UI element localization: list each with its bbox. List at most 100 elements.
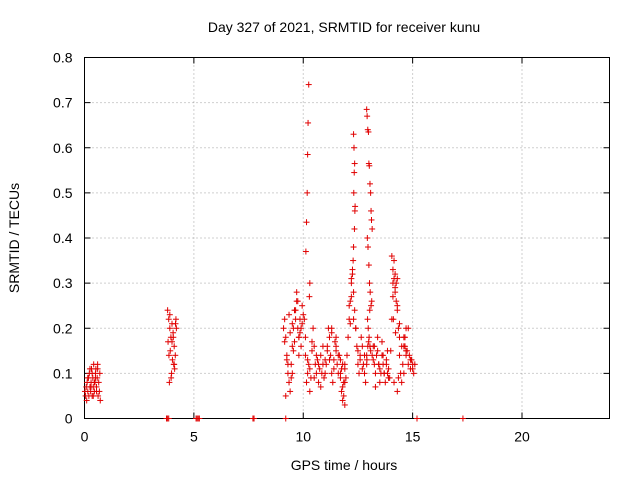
data-point	[168, 374, 175, 381]
data-point	[365, 244, 371, 251]
data-point	[459, 415, 466, 422]
data-point	[165, 316, 172, 323]
data-point	[333, 334, 340, 341]
y-tick-label: 0.4	[53, 230, 73, 246]
data-point	[300, 311, 307, 318]
data-point	[323, 361, 330, 368]
x-tick-label: 10	[295, 429, 311, 445]
data-point	[84, 374, 91, 381]
data-point	[86, 365, 93, 372]
data-point	[306, 388, 313, 395]
data-point	[374, 334, 381, 341]
data-point	[291, 338, 298, 345]
data-point	[288, 374, 295, 381]
data-point	[92, 374, 99, 381]
data-point	[350, 289, 357, 296]
data-point	[379, 338, 385, 345]
data-point	[90, 392, 97, 399]
data-point	[91, 379, 98, 386]
data-point	[282, 392, 289, 399]
y-tick-label: 0.3	[53, 275, 73, 291]
data-point	[351, 160, 358, 167]
data-point	[409, 365, 416, 372]
data-point	[330, 365, 337, 372]
data-point	[302, 352, 309, 359]
data-point	[390, 316, 397, 323]
data-point	[287, 329, 294, 336]
data-point	[305, 361, 312, 368]
data-point	[313, 370, 320, 377]
data-point	[251, 415, 258, 422]
data-point	[367, 289, 374, 296]
data-point	[166, 311, 173, 318]
data-point	[166, 379, 173, 386]
data-point	[310, 325, 317, 332]
data-point	[172, 320, 179, 327]
data-point	[328, 325, 335, 332]
data-point	[368, 302, 375, 309]
data-point	[321, 374, 328, 381]
data-point	[414, 415, 420, 422]
data-point	[356, 370, 363, 377]
data-point	[364, 235, 371, 241]
data-point	[353, 343, 360, 350]
data-point	[399, 361, 406, 368]
data-point	[292, 307, 299, 314]
data-point	[344, 352, 350, 359]
data-point	[363, 356, 370, 363]
x-axis-label: GPS time / hours	[291, 457, 398, 473]
data-point	[382, 379, 389, 386]
data-point	[166, 325, 173, 332]
data-point	[359, 343, 366, 350]
data-point	[289, 343, 296, 350]
data-point	[304, 151, 311, 158]
data-point	[299, 320, 306, 327]
data-point	[165, 415, 172, 422]
data-point	[165, 352, 172, 359]
data-point	[338, 388, 345, 395]
data-point	[362, 379, 369, 386]
data-point	[400, 370, 407, 377]
data-point	[373, 352, 380, 359]
data-point	[363, 106, 370, 113]
data-point	[369, 225, 376, 232]
data-point	[350, 244, 357, 251]
data-point	[351, 307, 358, 314]
data-point	[358, 334, 365, 341]
data-point	[167, 347, 174, 354]
data-point	[196, 415, 203, 422]
data-point	[392, 329, 399, 336]
data-point	[305, 81, 312, 88]
data-point	[407, 356, 414, 363]
data-point	[303, 219, 310, 226]
data-point	[304, 356, 311, 363]
data-point	[376, 379, 383, 386]
data-point	[391, 257, 398, 264]
data-point	[286, 379, 293, 386]
data-point	[171, 343, 178, 350]
x-tick-label: 20	[514, 429, 530, 445]
data-point	[395, 374, 402, 381]
data-point	[376, 365, 383, 372]
data-point	[367, 189, 374, 196]
data-point	[306, 293, 313, 300]
data-point	[351, 225, 358, 232]
data-point	[284, 361, 291, 368]
data-point	[368, 298, 375, 305]
chart-title: Day 327 of 2021, SRMTID for receiver kun…	[208, 19, 480, 35]
data-point	[365, 325, 372, 332]
data-point	[309, 338, 315, 345]
data-point	[302, 248, 309, 255]
data-point	[295, 352, 302, 359]
data-point	[172, 352, 179, 359]
data-point	[347, 298, 354, 305]
data-point	[294, 298, 301, 305]
data-point	[322, 370, 329, 377]
data-point	[287, 388, 294, 395]
data-point	[298, 343, 305, 350]
data-point	[365, 128, 372, 135]
data-point	[315, 379, 322, 386]
data-point	[306, 365, 313, 372]
data-point	[403, 352, 410, 359]
data-point	[311, 374, 318, 381]
